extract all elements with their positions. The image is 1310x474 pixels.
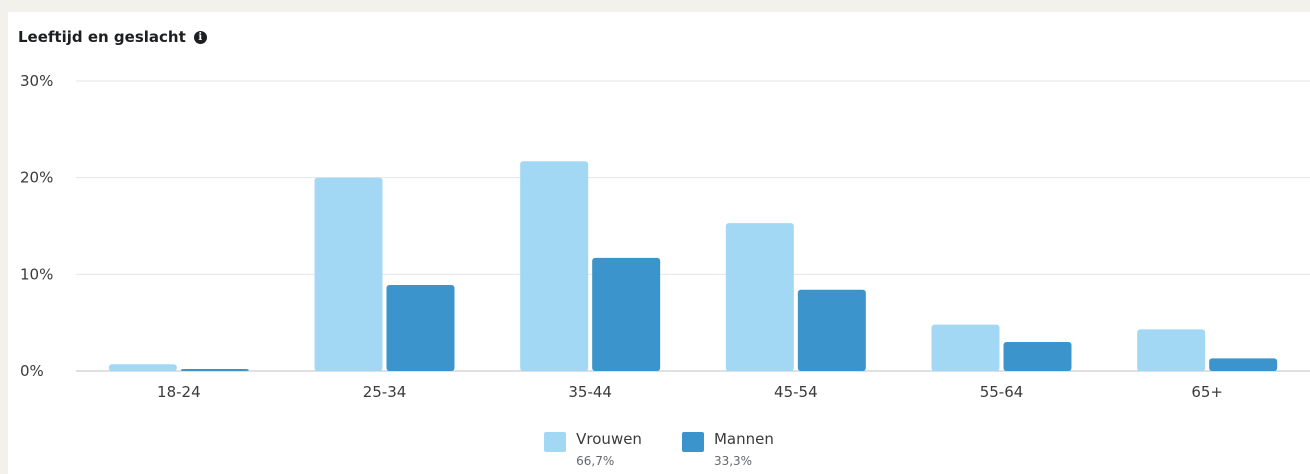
x-axis-labels: 18-24 25-34 35-44 45-54 55-64 65+ xyxy=(157,383,1223,401)
x-tick-label: 25-34 xyxy=(363,383,407,401)
info-icon[interactable]: i xyxy=(193,30,207,44)
bar-mannen-25-34[interactable] xyxy=(386,284,455,371)
bar-mannen-55-64[interactable] xyxy=(1003,342,1072,371)
legend-swatch-mannen xyxy=(681,432,704,452)
bar-vrouwen-35-44[interactable] xyxy=(520,161,589,371)
chart-card: Leeftijd en geslacht i 0% 10% 20% 30% 18-24… xyxy=(8,12,1310,474)
legend-swatch-vrouwen xyxy=(544,432,567,452)
x-tick-label: 55-64 xyxy=(980,383,1024,401)
bar-chart: 0% 10% 20% 30% 18-24 25-34 35-44 45-54 55-64 65+ xyxy=(20,72,1310,401)
y-tick-label: 0% xyxy=(20,362,44,380)
bar-vrouwen-18-24[interactable] xyxy=(108,364,177,371)
y-axis-labels: 0% 10% 20% 30% xyxy=(20,72,53,380)
y-tick-label: 10% xyxy=(20,265,53,283)
legend-label-vrouwen: Vrouwen xyxy=(576,430,642,448)
bar-mannen-45-54[interactable] xyxy=(797,289,866,371)
y-tick-label: 30% xyxy=(20,72,53,90)
bar-vrouwen-25-34[interactable] xyxy=(314,177,383,371)
legend-item-mannen[interactable]: Mannen 33,3% xyxy=(681,430,774,468)
legend-item-vrouwen[interactable]: Vrouwen 66,7% xyxy=(544,430,642,468)
legend-share-vrouwen: 66,7% xyxy=(576,454,615,468)
bar-vrouwen-65+[interactable] xyxy=(1137,329,1206,371)
bar-mannen-18-24[interactable] xyxy=(180,369,249,371)
x-tick-label: 35-44 xyxy=(568,383,612,401)
bar-vrouwen-45-54[interactable] xyxy=(725,223,794,371)
x-tick-label: 18-24 xyxy=(157,383,201,401)
legend-share-mannen: 33,3% xyxy=(713,454,753,468)
x-tick-label: 65+ xyxy=(1191,383,1223,401)
bar-mannen-35-44[interactable] xyxy=(592,257,661,371)
legend-label-mannen: Mannen xyxy=(713,430,774,448)
legend: Vrouwen 66,7% Mannen 33,3% xyxy=(8,430,1310,468)
bar-mannen-65+[interactable] xyxy=(1209,358,1278,371)
y-tick-label: 20% xyxy=(20,169,53,187)
chart-title: Leeftijd en geslacht xyxy=(18,28,186,46)
grid-layer xyxy=(76,80,1310,372)
title-row: Leeftijd en geslacht i xyxy=(18,28,207,46)
bar-vrouwen-55-64[interactable] xyxy=(931,324,1000,371)
bars xyxy=(108,161,1278,371)
x-tick-label: 45-54 xyxy=(774,383,818,401)
